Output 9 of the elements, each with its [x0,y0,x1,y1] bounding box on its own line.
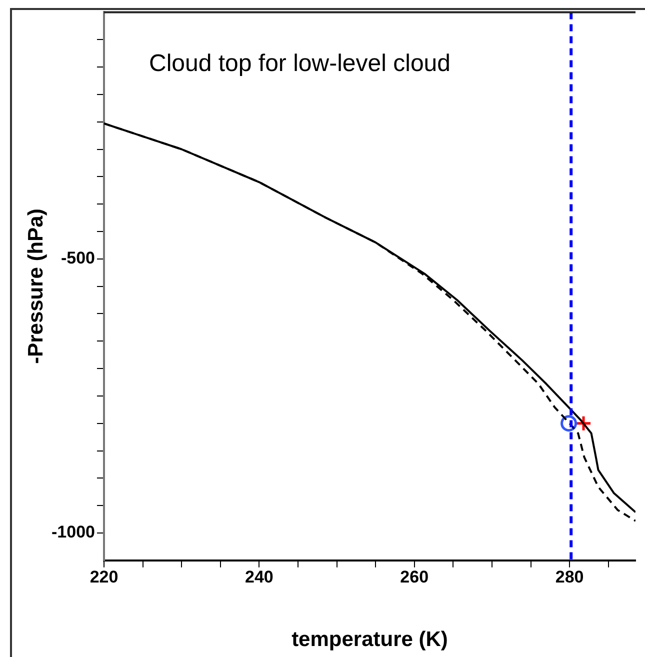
y-axis-title: -Pressure (hPa) [24,208,48,364]
y-tick-label: -1000 [52,522,95,542]
x-axis-title: temperature (K) [292,628,448,652]
x-tick-label: 240 [244,567,274,586]
x-tick-label: 220 [90,567,118,586]
x-tick-label: 260 [400,567,429,586]
x-tick-label: 280 [555,567,584,586]
annotation: Cloud top for low-level cloud [149,50,450,77]
y-tick-label: -500 [60,248,95,268]
